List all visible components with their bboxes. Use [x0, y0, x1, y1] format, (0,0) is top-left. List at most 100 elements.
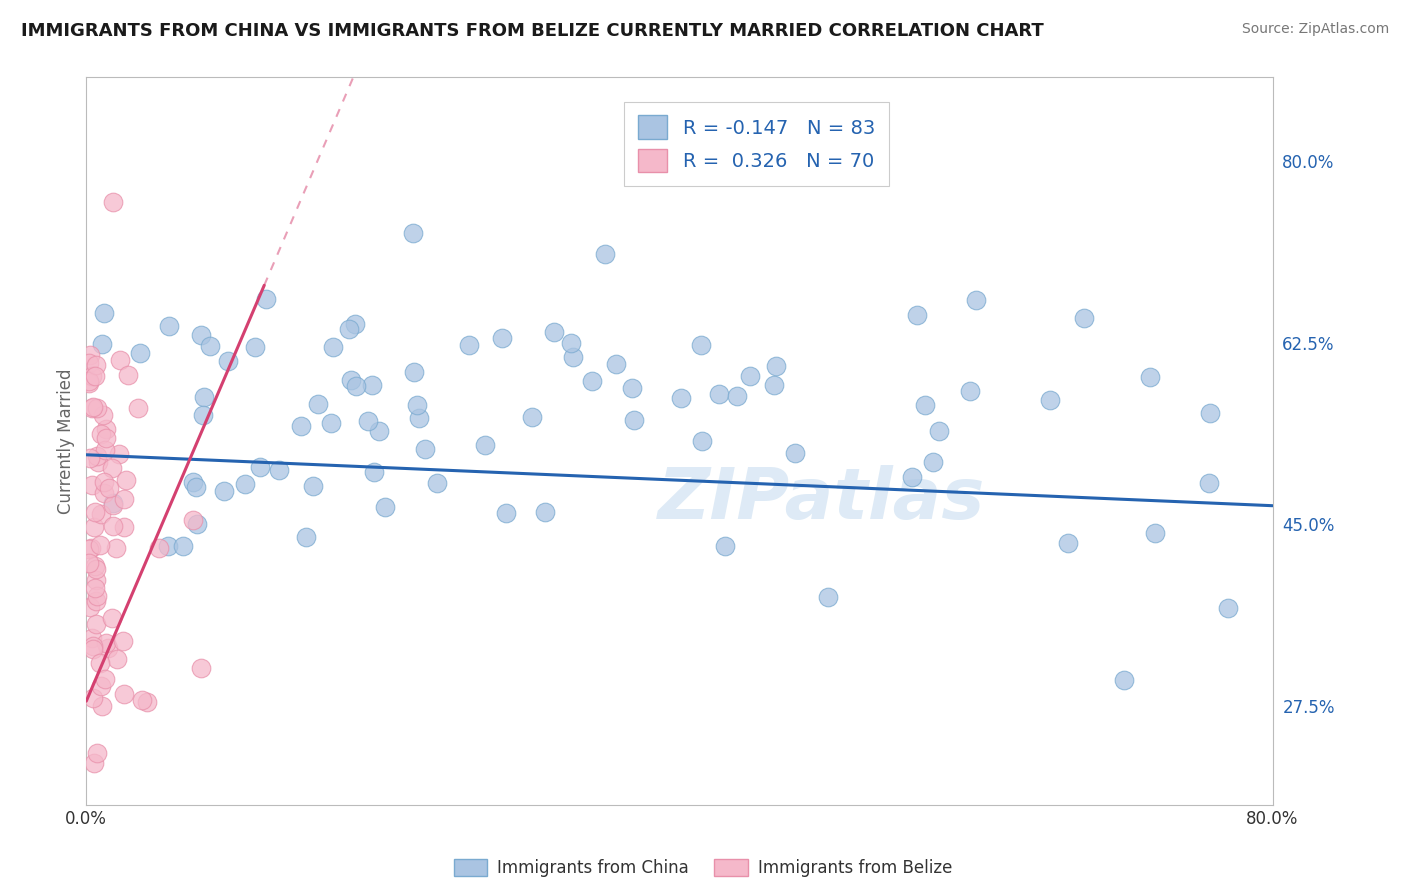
- Point: [543, 326, 565, 340]
- Point: [765, 359, 787, 373]
- Point: [1198, 476, 1220, 491]
- Point: [101, 611, 124, 625]
- Point: [91, 409, 114, 423]
- Point: [97, 482, 120, 496]
- Point: [84, 369, 107, 384]
- Point: [94, 442, 117, 457]
- Point: [112, 687, 135, 701]
- Point: [322, 340, 344, 354]
- Point: [84, 617, 107, 632]
- Point: [408, 410, 430, 425]
- Point: [156, 539, 179, 553]
- Point: [267, 462, 290, 476]
- Point: [77, 376, 100, 390]
- Point: [212, 483, 235, 498]
- Point: [82, 401, 104, 415]
- Point: [593, 247, 616, 261]
- Point: [301, 479, 323, 493]
- Point: [426, 475, 449, 490]
- Text: Source: ZipAtlas.com: Source: ZipAtlas.com: [1241, 22, 1389, 37]
- Point: [112, 520, 135, 534]
- Point: [82, 642, 104, 657]
- Point: [93, 475, 115, 490]
- Point: [401, 227, 423, 241]
- Point: [339, 373, 361, 387]
- Point: [357, 414, 380, 428]
- Point: [80, 541, 103, 555]
- Point: [86, 589, 108, 603]
- Point: [533, 505, 555, 519]
- Point: [104, 541, 127, 555]
- Point: [129, 345, 152, 359]
- Point: [172, 539, 194, 553]
- Text: IMMIGRANTS FROM CHINA VS IMMIGRANTS FROM BELIZE CURRENTLY MARRIED CORRELATION CH: IMMIGRANTS FROM CHINA VS IMMIGRANTS FROM…: [21, 22, 1043, 40]
- Point: [110, 352, 132, 367]
- Point: [725, 388, 748, 402]
- Legend: R = -0.147   N = 83, R =  0.326   N = 70: R = -0.147 N = 83, R = 0.326 N = 70: [624, 102, 889, 186]
- Point: [249, 459, 271, 474]
- Point: [181, 513, 204, 527]
- Point: [90, 427, 112, 442]
- Point: [86, 562, 108, 576]
- Point: [344, 317, 367, 331]
- Point: [77, 556, 100, 570]
- Point: [89, 657, 111, 671]
- Point: [689, 338, 711, 352]
- Point: [520, 409, 543, 424]
- Point: [186, 480, 208, 494]
- Point: [112, 492, 135, 507]
- Point: [368, 424, 391, 438]
- Point: [94, 422, 117, 436]
- Point: [82, 631, 104, 645]
- Point: [82, 401, 104, 415]
- Point: [402, 365, 425, 379]
- Point: [148, 541, 170, 555]
- Point: [111, 633, 134, 648]
- Point: [243, 340, 266, 354]
- Point: [87, 455, 110, 469]
- Point: [337, 322, 360, 336]
- Point: [623, 413, 645, 427]
- Point: [1199, 406, 1222, 420]
- Point: [94, 673, 117, 687]
- Point: [89, 508, 111, 522]
- Point: [127, 401, 149, 416]
- Point: [97, 641, 120, 656]
- Point: [191, 409, 214, 423]
- Point: [193, 390, 215, 404]
- Point: [91, 699, 114, 714]
- Point: [290, 418, 312, 433]
- Point: [319, 416, 342, 430]
- Point: [77, 374, 100, 388]
- Point: [77, 356, 100, 370]
- Point: [115, 473, 138, 487]
- Point: [413, 442, 436, 456]
- Point: [101, 496, 124, 510]
- Point: [93, 486, 115, 500]
- Point: [560, 336, 582, 351]
- Point: [80, 368, 103, 383]
- Point: [101, 519, 124, 533]
- Point: [86, 449, 108, 463]
- Point: [1073, 311, 1095, 326]
- Point: [198, 339, 221, 353]
- Point: [707, 387, 730, 401]
- Point: [86, 401, 108, 415]
- Point: [190, 661, 212, 675]
- Point: [914, 398, 936, 412]
- Point: [101, 195, 124, 210]
- Point: [783, 446, 806, 460]
- Point: [96, 636, 118, 650]
- Point: [959, 384, 981, 399]
- Point: [1056, 535, 1078, 549]
- Point: [474, 438, 496, 452]
- Point: [186, 517, 208, 532]
- Legend: Immigrants from China, Immigrants from Belize: Immigrants from China, Immigrants from B…: [447, 852, 959, 884]
- Point: [605, 357, 627, 371]
- Point: [79, 599, 101, 614]
- Point: [817, 590, 839, 604]
- Point: [89, 538, 111, 552]
- Point: [713, 539, 735, 553]
- Point: [86, 746, 108, 760]
- Point: [669, 391, 692, 405]
